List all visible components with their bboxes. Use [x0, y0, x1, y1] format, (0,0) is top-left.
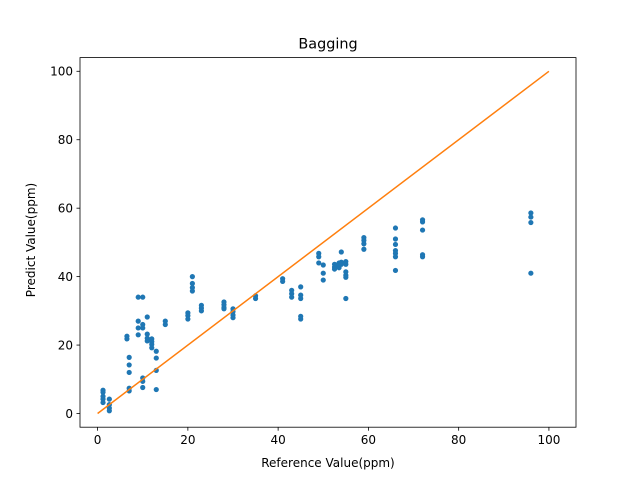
x-tick-label-0: 0 [94, 433, 102, 447]
data-point-39 [162, 321, 168, 328]
data-point-22 [140, 325, 146, 331]
data-point-72 [316, 260, 322, 266]
data-point-29 [144, 338, 150, 344]
data-point-90 [343, 295, 349, 302]
data-point-17 [135, 318, 141, 324]
data-point-95 [392, 225, 399, 231]
data-point-25 [140, 384, 146, 391]
data-point-84 [338, 261, 344, 267]
x-tick-label-60: 60 [361, 433, 376, 447]
data-point-12 [126, 362, 132, 368]
data-point-93 [361, 241, 367, 247]
data-point-96 [392, 236, 399, 242]
data-point-65 [298, 284, 304, 290]
data-point-106 [419, 254, 426, 260]
data-point-64 [289, 294, 295, 300]
data-point-67 [298, 295, 304, 302]
data-point-61 [280, 278, 286, 285]
x-tick-label-40: 40 [270, 433, 285, 447]
y-tick-label-40: 40 [58, 270, 73, 284]
x-tick-label-80: 80 [451, 433, 466, 447]
data-point-59 [252, 295, 259, 302]
data-point-18 [135, 325, 141, 331]
data-point-10 [124, 336, 130, 342]
chart-title: Bagging [298, 37, 357, 53]
data-point-44 [189, 280, 195, 287]
data-point-33 [149, 345, 155, 351]
data-point-5 [106, 396, 112, 402]
data-point-37 [153, 386, 159, 393]
data-point-57 [230, 315, 236, 321]
data-point-26 [144, 314, 150, 320]
x-tick-label-20: 20 [180, 433, 195, 447]
plot-area: 0 20 40 60 80 100 0 20 40 60 80 100 [50, 57, 577, 447]
data-point-19 [135, 332, 141, 338]
data-point-8 [106, 408, 112, 414]
y-axis-title: Predict Value(ppm) [24, 183, 38, 297]
x-tick-label-100: 100 [537, 433, 560, 447]
data-point-27 [144, 331, 150, 337]
data-point-16 [135, 294, 141, 300]
data-point-75 [320, 277, 326, 283]
data-point-1 [100, 389, 106, 395]
data-point-109 [528, 219, 534, 226]
data-point-46 [189, 288, 195, 294]
data-point-101 [392, 267, 399, 274]
y-tick-label-0: 0 [65, 407, 73, 421]
data-point-34 [153, 348, 159, 354]
reference-line [97, 70, 550, 415]
data-point-108 [528, 214, 534, 220]
data-point-71 [316, 254, 322, 260]
data-point-89 [343, 274, 349, 280]
data-point-86 [343, 261, 349, 267]
data-point-110 [528, 270, 534, 276]
data-point-107 [528, 210, 534, 216]
data-point-11 [126, 354, 132, 360]
data-point-42 [185, 316, 191, 322]
axes-frame [79, 57, 577, 428]
data-point-97 [392, 241, 399, 248]
data-point-43 [189, 274, 195, 280]
data-point-13 [126, 369, 132, 376]
data-point-94 [361, 246, 367, 252]
data-point-103 [419, 219, 426, 225]
data-point-53 [221, 306, 227, 312]
data-point-49 [198, 308, 204, 314]
data-point-82 [338, 249, 344, 255]
data-point-69 [298, 316, 304, 322]
data-point-73 [320, 262, 326, 268]
y-tick-label-60: 60 [58, 201, 73, 215]
data-point-78 [331, 266, 338, 272]
data-point-20 [140, 294, 146, 300]
data-point-104 [419, 227, 426, 233]
data-point-35 [153, 355, 159, 361]
data-point-74 [320, 270, 326, 276]
y-tick-label-80: 80 [58, 133, 73, 147]
y-tick-label-20: 20 [58, 338, 73, 352]
data-point-100 [392, 254, 399, 260]
x-axis-title: Reference Value(ppm) [261, 456, 394, 470]
data-point-4 [100, 399, 106, 406]
y-tick-label-100: 100 [50, 65, 73, 79]
